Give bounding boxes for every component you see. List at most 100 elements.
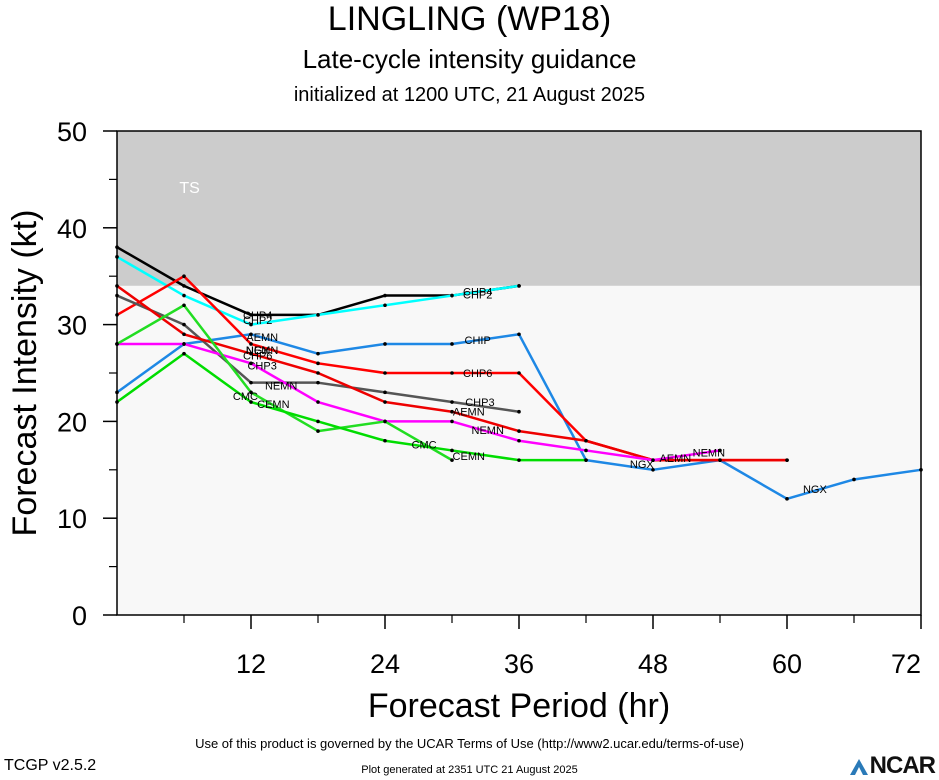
series-label-ngx: NGX bbox=[630, 459, 655, 471]
y-tick-label: 10 bbox=[57, 504, 87, 534]
series-label-cmc: CMC bbox=[233, 391, 258, 403]
data-point-chp4 bbox=[249, 313, 253, 317]
data-point-chp6 bbox=[517, 371, 521, 375]
data-point-aemn bbox=[383, 400, 387, 404]
series-label-ngx: NGX bbox=[246, 345, 271, 357]
data-point-nemn bbox=[718, 448, 722, 453]
series-label-nemn: NEMN bbox=[246, 345, 278, 357]
data-point-cmc bbox=[450, 458, 454, 462]
data-point-chip bbox=[785, 497, 789, 501]
version-label: TCGP v2.5.2 bbox=[4, 757, 97, 774]
x-tick-label: 72 bbox=[891, 649, 921, 679]
data-point-cemn bbox=[584, 458, 588, 462]
data-point-chp3 bbox=[517, 409, 521, 414]
series-label-aemn: AEMN bbox=[659, 453, 691, 465]
y-tick-label: 0 bbox=[72, 601, 87, 631]
data-point-nemn bbox=[651, 458, 655, 462]
y-tick-label: 30 bbox=[57, 311, 87, 341]
data-point-cmc bbox=[249, 390, 253, 395]
data-point-chp2 bbox=[249, 322, 253, 327]
data-point-chp2 bbox=[316, 313, 320, 317]
y-axis-label: Forecast Intensity (kt) bbox=[6, 210, 44, 537]
data-point-cemn bbox=[383, 438, 387, 443]
series-line-nemn bbox=[117, 342, 721, 462]
data-point-aemn bbox=[182, 332, 186, 337]
ncar-logo: NCAR bbox=[848, 752, 936, 780]
series-label-chp3: CHP3 bbox=[247, 360, 276, 372]
series-label-aemn: AEMN bbox=[246, 332, 278, 344]
data-point-cmc bbox=[182, 303, 186, 308]
band-ts bbox=[117, 131, 921, 286]
data-point-chp2 bbox=[383, 303, 387, 308]
series-label-cemn: CEMN bbox=[257, 399, 289, 411]
series-label-aemn: AEMN bbox=[453, 407, 485, 419]
chart-subtitle: Late-cycle intensity guidance bbox=[302, 44, 637, 74]
data-point-chp2 bbox=[182, 293, 186, 298]
data-point-nemn bbox=[450, 419, 454, 424]
y-tick-label: 20 bbox=[57, 407, 87, 437]
data-point-cmc bbox=[316, 429, 320, 433]
terms-of-use-text: Use of this product is governed by the U… bbox=[195, 736, 744, 751]
data-point-chp2 bbox=[450, 293, 454, 298]
series-label-nemn: NEMN bbox=[693, 447, 725, 459]
data-point-nemn bbox=[182, 342, 186, 346]
data-point-chip bbox=[450, 342, 454, 346]
data-point-chip bbox=[852, 477, 856, 482]
band-1 bbox=[117, 285, 921, 615]
x-tick-label: 12 bbox=[236, 649, 266, 679]
x-axis-label: Forecast Period (hr) bbox=[368, 687, 670, 725]
data-point-cmc bbox=[383, 419, 387, 424]
data-point-chp3 bbox=[383, 390, 387, 395]
series-label-nemn: NEMN bbox=[472, 425, 504, 437]
data-point-aemn bbox=[249, 351, 253, 356]
series-label-cmc: CMC bbox=[412, 440, 437, 452]
data-point-nemn bbox=[517, 438, 521, 443]
y-tick-label: 40 bbox=[57, 214, 87, 244]
data-point-cemn bbox=[517, 458, 521, 462]
series-label-chp2: CHP2 bbox=[243, 315, 272, 327]
data-point-aemn bbox=[785, 458, 789, 462]
series-label-cemn: CEMN bbox=[453, 451, 485, 463]
data-point-aemn bbox=[584, 438, 588, 443]
generated-timestamp: Plot generated at 2351 UTC 21 August 202… bbox=[361, 764, 578, 776]
data-point-cemn bbox=[316, 419, 320, 424]
data-point-chp6 bbox=[383, 371, 387, 375]
x-tick-label: 24 bbox=[370, 649, 400, 679]
data-point-chp2 bbox=[517, 284, 521, 288]
series-label-chp2: CHP2 bbox=[463, 290, 492, 302]
data-point-chp3 bbox=[182, 322, 186, 327]
y-tick-label: 50 bbox=[57, 117, 87, 147]
series-label-chip: CHIP bbox=[465, 335, 491, 347]
data-point-chp4 bbox=[383, 293, 387, 298]
data-point-chip bbox=[651, 468, 655, 472]
data-point-chp4 bbox=[182, 284, 186, 288]
data-point-chip bbox=[316, 351, 320, 356]
init-time-line: initialized at 1200 UTC, 21 August 2025 bbox=[293, 84, 646, 106]
data-point-nemn bbox=[584, 448, 588, 453]
data-point-aemn bbox=[450, 409, 454, 414]
ncar-logo-mark-icon bbox=[849, 759, 868, 775]
chart-title: LINGLING (WP18) bbox=[327, 0, 612, 38]
series-label-chp3: CHP3 bbox=[465, 397, 494, 409]
series-label-chp6: CHP6 bbox=[463, 368, 492, 380]
data-point-cemn bbox=[182, 351, 186, 356]
series-label-nemn: NEMN bbox=[265, 381, 297, 393]
data-point-chp3 bbox=[249, 380, 253, 385]
data-point-chp6 bbox=[182, 274, 186, 279]
series-label-chp4: CHP4 bbox=[243, 310, 272, 322]
data-point-aemn bbox=[718, 458, 722, 462]
data-point-nemn bbox=[316, 400, 320, 404]
data-point-aemn bbox=[316, 371, 320, 375]
data-point-nemn bbox=[249, 361, 253, 366]
data-point-cemn bbox=[249, 400, 253, 404]
series-line-cemn bbox=[116, 352, 586, 462]
series-label-ngx: NGX bbox=[803, 484, 828, 496]
data-point-chp6 bbox=[316, 361, 320, 366]
x-tick-label: 48 bbox=[638, 649, 668, 679]
data-point-chip bbox=[249, 332, 253, 337]
data-point-aemn bbox=[517, 429, 521, 433]
x-tick-label: 36 bbox=[504, 649, 534, 679]
series-label-chp6: CHP6 bbox=[243, 351, 272, 363]
data-point-chip bbox=[383, 342, 387, 346]
